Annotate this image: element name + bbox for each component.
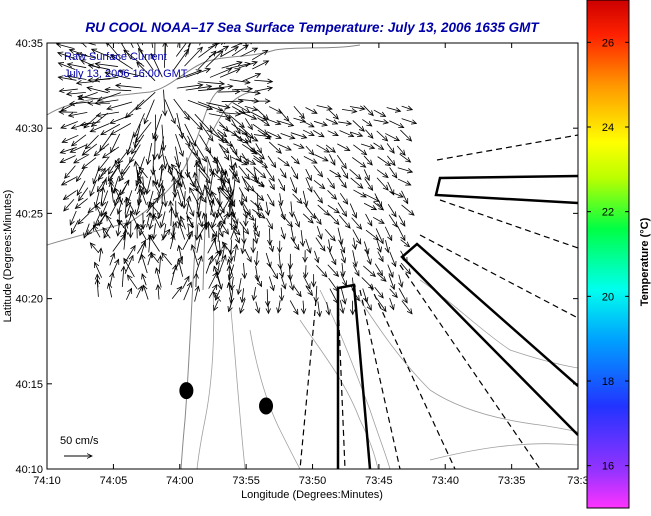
x-tick-label: 74:05 [100,475,128,487]
station-dot [259,398,273,415]
colorbar-tick-label: 22 [602,207,614,219]
y-tick-label: 40:20 [15,294,43,306]
y-tick-label: 40:10 [15,464,43,476]
x-tick-label: 73:55 [232,475,260,487]
x-tick-label: 73:45 [365,475,393,487]
colorbar [587,0,629,508]
colorbar-tick-label: 26 [602,37,614,49]
y-tick-label: 40:15 [15,379,43,391]
chart-title: RU COOL NOAA–17 Sea Surface Temperature:… [85,20,540,35]
x-tick-label: 73:3 [567,475,588,487]
current-vector [153,155,154,175]
annotation-line1: Raw Surface Current [64,51,167,63]
colorbar-tick-label: 16 [602,461,614,473]
current-vector [218,91,240,92]
scale-label: 50 cm/s [60,435,99,447]
colorbar-tick-label: 24 [602,122,614,134]
x-tick-label: 73:35 [498,475,526,487]
annotation-line2: July 13, 2006 16:00 GMT [64,68,188,80]
y-tick-label: 40:30 [15,123,43,135]
y-axis-label: Latitude (Degrees:Minutes) [2,190,14,323]
colorbar-tick-label: 20 [602,291,614,303]
x-axis-label: Longitude (Degrees:Minutes) [241,489,383,501]
x-tick-label: 73:50 [299,475,327,487]
x-tick-label: 74:10 [33,475,61,487]
x-tick-label: 73:40 [431,475,459,487]
colorbar-tick-label: 18 [602,376,614,388]
y-tick-label: 40:25 [15,208,43,220]
colorbar-label: Temperature (°C) [639,217,651,306]
station-dot [179,382,193,399]
y-tick-label: 40:35 [15,38,43,50]
x-tick-label: 74:00 [166,475,194,487]
plot-area [47,43,578,469]
